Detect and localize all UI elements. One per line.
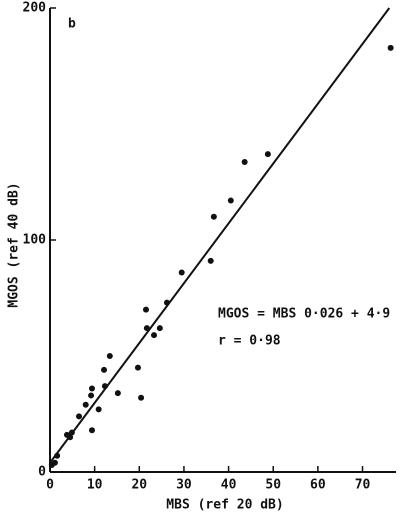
data-point [138, 394, 145, 401]
data-point [151, 332, 158, 339]
x-tick-label: 10 [87, 478, 103, 493]
data-point [54, 452, 61, 459]
annotation: r = 0·98 [218, 334, 281, 349]
y-tick-label: 200 [23, 1, 47, 16]
data-point [387, 44, 394, 51]
panel-label: b [68, 17, 76, 32]
y-tick-label: 0 [38, 465, 46, 480]
data-point [101, 383, 108, 390]
data-point [95, 406, 102, 413]
data-point [101, 366, 108, 373]
data-point [207, 257, 214, 264]
data-point [88, 392, 95, 399]
x-tick-label: 50 [265, 478, 281, 493]
data-point [82, 401, 89, 408]
data-point [227, 197, 234, 204]
data-point [241, 159, 248, 166]
data-point [88, 427, 95, 434]
data-point [48, 462, 55, 469]
x-tick-label: 70 [355, 478, 371, 493]
data-point [88, 385, 95, 392]
data-point [143, 325, 150, 332]
data-point [210, 213, 217, 220]
data-point [264, 151, 271, 158]
y-axis-title: MGOS (ref 40 dB) [7, 182, 22, 307]
x-tick-label: 60 [310, 478, 326, 493]
y-tick-label: 100 [23, 233, 47, 248]
data-point [68, 429, 75, 436]
x-axis-title: MBS (ref 20 dB) [166, 498, 283, 513]
data-point [163, 299, 170, 306]
data-point [178, 269, 185, 276]
x-tick-label: 20 [131, 478, 147, 493]
fit-line [49, 7, 391, 464]
data-point [106, 353, 113, 359]
data-point [67, 434, 74, 441]
x-tick-label: 30 [176, 478, 192, 493]
x-tick-label: 40 [221, 478, 237, 493]
annotation: MGOS = MBS 0·026 + 4·9 [218, 307, 390, 322]
data-point [76, 413, 83, 420]
data-point [134, 364, 141, 371]
data-point [142, 306, 149, 313]
data-point [156, 325, 163, 332]
x-tick-label: 0 [46, 478, 54, 493]
data-point [114, 390, 121, 397]
